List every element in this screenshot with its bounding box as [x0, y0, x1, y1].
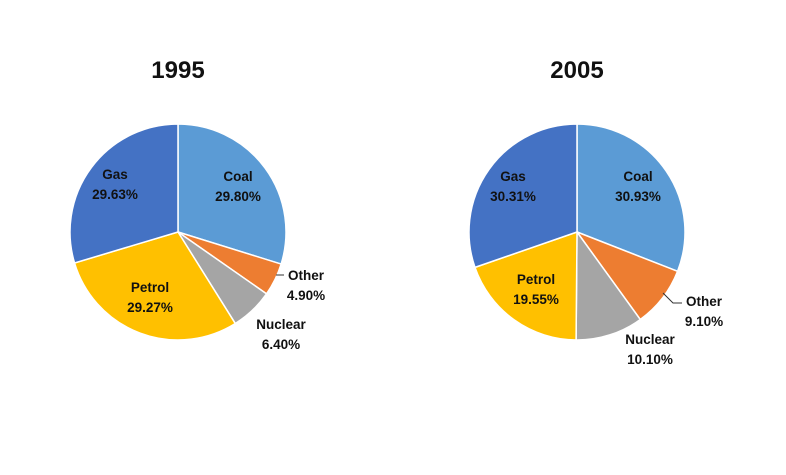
- slice-label-nuclear-2005: Nuclear: [625, 332, 675, 347]
- slice-value-gas-2005: 30.31%: [490, 189, 536, 204]
- slice-value-gas-1995: 29.63%: [92, 187, 138, 202]
- slice-value-other-2005: 9.10%: [685, 314, 723, 329]
- slice-value-petrol-1995: 29.27%: [127, 300, 173, 315]
- slice-value-other-1995: 4.90%: [287, 288, 325, 303]
- slice-label-gas-1995: Gas: [102, 167, 128, 182]
- slice-value-nuclear-1995: 6.40%: [262, 337, 300, 352]
- slice-value-petrol-2005: 19.55%: [513, 292, 559, 307]
- chart-title-2005: 2005: [550, 57, 603, 84]
- slice-value-coal-1995: 29.80%: [215, 189, 261, 204]
- slice-label-petrol-2005: Petrol: [517, 272, 555, 287]
- slice-label-nuclear-1995: Nuclear: [256, 317, 306, 332]
- pie-slice-coal-1995: [177, 123, 287, 266]
- slice-label-coal-2005: Coal: [623, 169, 652, 184]
- slice-label-coal-1995: Coal: [223, 169, 252, 184]
- slice-value-nuclear-2005: 10.10%: [627, 352, 673, 367]
- pie-slice-gas-1995: [69, 123, 179, 264]
- slice-label-other-2005: Other: [686, 294, 723, 309]
- pie-slice-gas-2005: [468, 123, 578, 269]
- pie-chart-2005: 2005 Coal 30.93% Other 9.10% Nuclear 10.10% Pe…: [468, 57, 723, 367]
- slice-label-other-1995: Other: [288, 268, 325, 283]
- slice-value-coal-2005: 30.93%: [615, 189, 661, 204]
- slice-label-gas-2005: Gas: [500, 169, 526, 184]
- pie-slice-coal-2005: [576, 123, 686, 273]
- pie-chart-1995: 1995 Coal 29.80% Other 4.90% Nuclear 6.40% Pet…: [69, 57, 325, 352]
- leader-line-other-2005: [662, 292, 682, 304]
- slice-label-petrol-1995: Petrol: [131, 280, 169, 295]
- pie-slice-petrol-1995: [73, 231, 237, 341]
- chart-title-1995: 1995: [151, 57, 204, 84]
